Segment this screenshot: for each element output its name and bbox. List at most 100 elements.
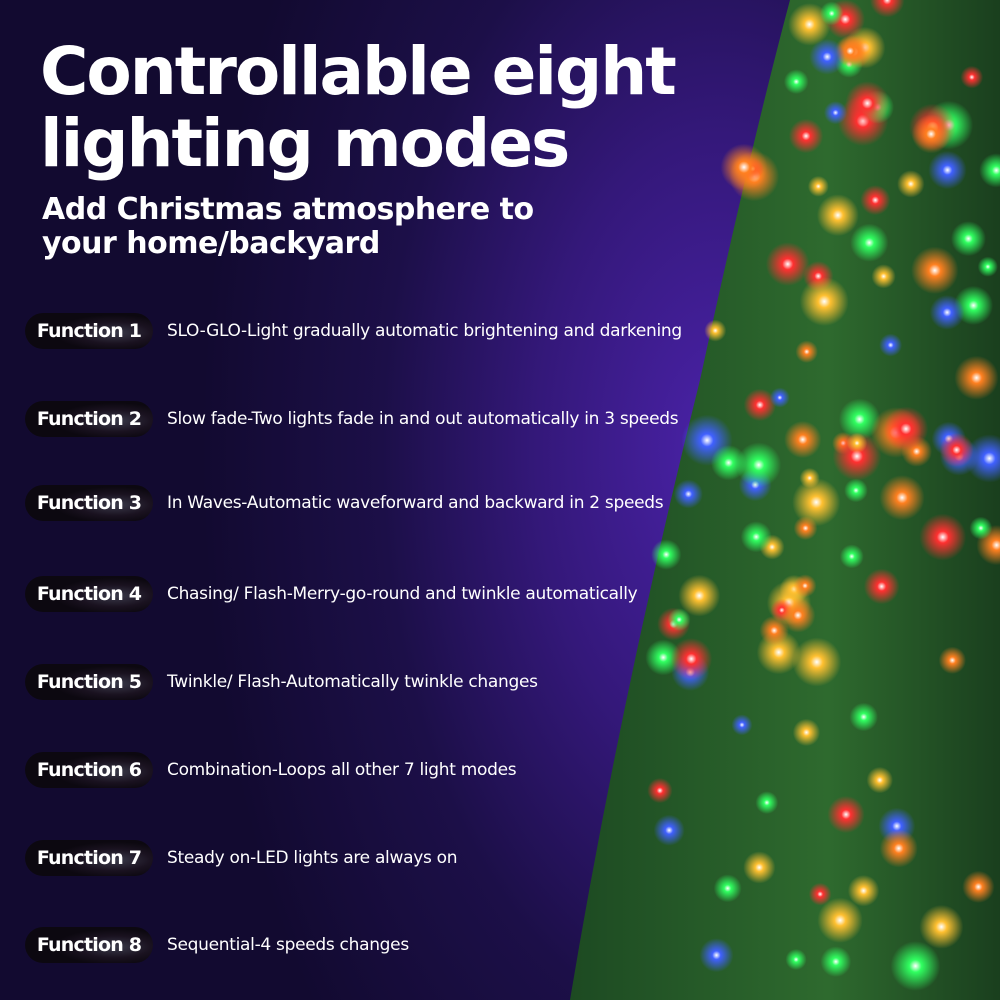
function-badge: Function 4 xyxy=(25,576,153,612)
tree-light xyxy=(651,539,682,570)
tree-light xyxy=(938,646,967,674)
tree-light xyxy=(866,766,894,794)
function-badge: Function 1 xyxy=(25,313,153,349)
headline-line-2: lighting modes xyxy=(40,105,570,182)
headline: Controllable eight lighting modes xyxy=(40,33,677,182)
tree-light xyxy=(860,185,891,216)
function-description: Slow fade-Two lights fade in and out aut… xyxy=(167,409,679,429)
function-badge: Function 6 xyxy=(25,752,153,788)
tree-light xyxy=(817,897,863,943)
tree-light xyxy=(954,355,999,400)
tree-light xyxy=(871,264,896,289)
function-description: Combination-Loops all other 7 light mode… xyxy=(167,760,517,780)
function-description: Twinkle/ Flash-Automatically twinkle cha… xyxy=(167,672,538,692)
tree-light xyxy=(849,702,878,732)
tree-light xyxy=(647,777,673,804)
tree-light xyxy=(699,938,734,973)
tree-light xyxy=(919,904,964,949)
tree-light xyxy=(759,615,790,646)
tree-light xyxy=(928,150,967,190)
tree-light xyxy=(832,431,882,481)
tree-light xyxy=(939,432,974,467)
tree-light xyxy=(799,276,849,326)
tree-light xyxy=(816,194,859,237)
tree-light xyxy=(965,434,1000,483)
tree-light xyxy=(879,333,903,357)
tree-light xyxy=(743,851,776,884)
function-badge: Function 8 xyxy=(25,927,153,963)
tree-light xyxy=(769,387,790,408)
function-item: Function 2 Slow fade-Two lights fade in … xyxy=(25,401,679,437)
tree-light xyxy=(783,69,809,95)
tree-light xyxy=(820,946,852,977)
tree-light xyxy=(962,870,995,903)
tree-light xyxy=(667,608,691,632)
tree-light xyxy=(678,574,721,617)
tree-light xyxy=(740,521,772,553)
function-description: Chasing/ Flash-Merry-go-round and twinkl… xyxy=(167,584,638,604)
tree-light xyxy=(784,420,822,459)
tree-light xyxy=(704,319,727,342)
tree-light xyxy=(850,223,889,262)
tree-light xyxy=(977,256,998,277)
function-description: SLO-GLO-Light gradually automatic bright… xyxy=(167,321,682,341)
tree-light xyxy=(863,568,900,605)
function-item: Function 5 Twinkle/ Flash-Automatically … xyxy=(25,664,538,700)
tree-light xyxy=(869,0,905,18)
tree-light xyxy=(879,829,918,868)
tree-light xyxy=(950,221,986,257)
tree-light xyxy=(795,340,818,363)
tree-light xyxy=(788,118,824,154)
function-item: Function 6 Combination-Loops all other 7… xyxy=(25,752,517,788)
tree-light xyxy=(890,941,941,991)
function-item: Function 8 Sequential-4 speeds changes xyxy=(25,927,409,963)
tree-light xyxy=(673,479,703,509)
tree-light xyxy=(979,153,1000,188)
function-item: Function 1 SLO-GLO-Light gradually autom… xyxy=(25,313,682,349)
tree-light xyxy=(846,432,868,454)
tree-light xyxy=(755,791,779,815)
tree-light xyxy=(883,406,929,452)
tree-light xyxy=(919,513,967,561)
tree-light xyxy=(792,718,821,747)
tree-light xyxy=(670,638,713,680)
subheadline-line-1: Add Christmas atmosphere to xyxy=(42,192,534,227)
headline-line-1: Controllable eight xyxy=(40,33,677,110)
tree-light xyxy=(793,574,817,598)
tree-light xyxy=(713,874,742,903)
tree-light xyxy=(827,795,865,834)
tree-light xyxy=(960,65,984,89)
tree-light xyxy=(736,442,782,488)
tree-light xyxy=(743,388,777,422)
tree-light xyxy=(839,544,864,569)
tree-light xyxy=(807,175,829,197)
tree-light xyxy=(731,714,753,736)
function-description: Sequential-4 speeds changes xyxy=(167,935,409,955)
tree-light xyxy=(808,882,832,906)
tree-light xyxy=(838,398,881,440)
function-description: In Waves-Automatic waveforward and backw… xyxy=(167,493,664,513)
tree-light xyxy=(785,948,807,971)
function-item: Function 4 Chasing/ Flash-Merry-go-round… xyxy=(25,576,638,612)
tree-light xyxy=(780,597,816,633)
tree-foliage xyxy=(570,0,1000,1000)
subheadline-line-2: your home/backyard xyxy=(42,226,380,261)
christmas-tree-image xyxy=(570,0,1000,1000)
tree-light xyxy=(819,1,844,26)
function-badge: Function 3 xyxy=(25,485,153,521)
tree-light xyxy=(929,295,965,330)
tree-light xyxy=(653,814,685,846)
tree-light xyxy=(879,475,925,521)
tree-light xyxy=(847,874,880,907)
tree-light xyxy=(765,242,810,286)
function-item: Function 3 In Waves-Automatic waveforwar… xyxy=(25,485,664,521)
subheadline: Add Christmas atmosphere to your home/ba… xyxy=(42,193,534,261)
tree-light xyxy=(792,478,841,527)
function-item: Function 7 Steady on-LED lights are alwa… xyxy=(25,840,458,876)
function-description: Steady on-LED lights are always on xyxy=(167,848,458,868)
tree-light xyxy=(897,170,925,198)
tree-light xyxy=(809,38,846,75)
function-badge: Function 7 xyxy=(25,840,153,876)
tree-light xyxy=(845,81,890,126)
function-badge: Function 5 xyxy=(25,664,153,700)
